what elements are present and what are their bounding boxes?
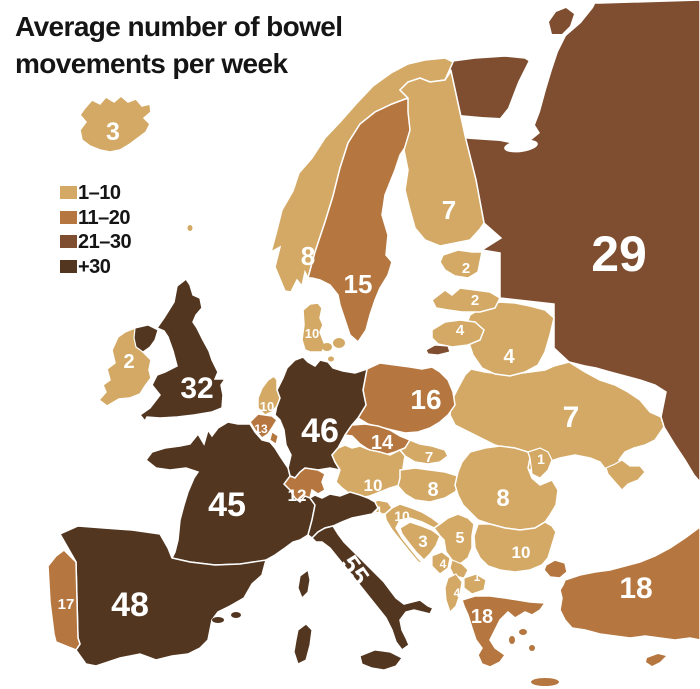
svg-text:3: 3 [418,532,427,551]
svg-text:16: 16 [410,384,441,415]
svg-text:4: 4 [375,504,382,518]
svg-text:4: 4 [454,586,461,600]
svg-text:13: 13 [254,422,268,436]
svg-text:7: 7 [442,195,456,225]
svg-text:29: 29 [591,226,647,282]
svg-text:4: 4 [440,557,447,571]
svg-text:5: 5 [456,530,465,547]
svg-text:2: 2 [471,292,479,309]
svg-text:15: 15 [344,269,373,299]
svg-text:10: 10 [512,543,531,562]
svg-text:4: 4 [503,346,515,368]
svg-text:10: 10 [260,399,274,414]
svg-text:32: 32 [180,372,213,405]
svg-text:12: 12 [288,486,307,505]
svg-text:3: 3 [106,118,120,146]
svg-text:7: 7 [425,449,433,466]
svg-text:1: 1 [474,570,481,584]
svg-text:8: 8 [496,485,509,512]
svg-text:1: 1 [537,451,545,467]
svg-text:10: 10 [305,326,319,341]
svg-text:2: 2 [462,260,470,277]
svg-text:17: 17 [58,596,75,613]
svg-text:48: 48 [111,586,149,624]
svg-text:2: 2 [123,351,134,373]
svg-text:8: 8 [301,241,315,271]
svg-text:45: 45 [208,486,246,524]
svg-text:10: 10 [364,476,383,495]
svg-text:46: 46 [301,412,339,450]
svg-text:18: 18 [619,572,652,605]
svg-text:8: 8 [427,479,438,501]
svg-text:18: 18 [471,606,493,628]
svg-text:14: 14 [371,432,394,454]
svg-text:10: 10 [394,508,410,524]
svg-text:4: 4 [456,322,465,339]
svg-text:7: 7 [563,401,580,434]
